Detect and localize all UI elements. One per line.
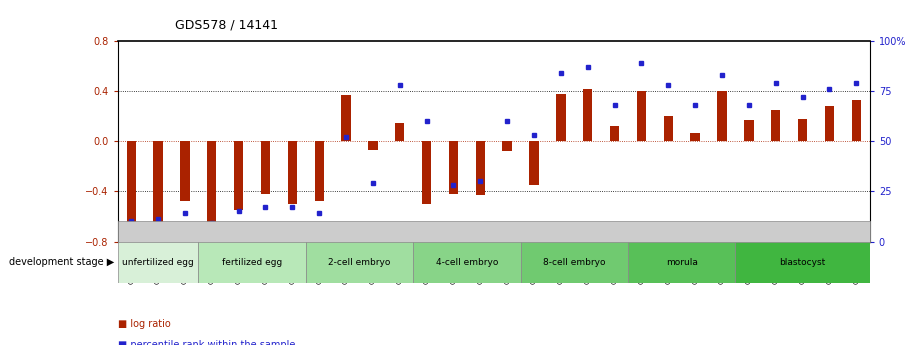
Bar — [448, 141, 458, 194]
Bar — [736, 241, 870, 283]
Bar — [798, 119, 807, 141]
Bar — [287, 141, 297, 204]
Text: ■ log ratio: ■ log ratio — [118, 319, 170, 329]
Bar — [153, 141, 163, 231]
Bar — [824, 106, 834, 141]
Bar — [771, 110, 780, 141]
Bar — [852, 100, 861, 141]
Bar — [718, 91, 727, 141]
Bar — [744, 120, 754, 141]
Bar — [690, 133, 700, 141]
Text: development stage ▶: development stage ▶ — [9, 257, 114, 267]
Text: unfertilized egg: unfertilized egg — [122, 258, 194, 267]
Bar — [198, 241, 305, 283]
Bar — [368, 141, 378, 150]
Bar — [314, 141, 324, 201]
Bar — [503, 141, 512, 151]
Bar — [583, 89, 593, 141]
Bar — [342, 95, 351, 141]
Text: GDS578 / 14141: GDS578 / 14141 — [175, 18, 278, 31]
Bar — [476, 141, 485, 195]
Text: fertilized egg: fertilized egg — [222, 258, 282, 267]
Bar — [118, 221, 870, 242]
Bar — [637, 91, 646, 141]
Bar — [628, 241, 736, 283]
Text: ■ percentile rank within the sample: ■ percentile rank within the sample — [118, 340, 295, 345]
Text: 8-cell embryo: 8-cell embryo — [543, 258, 605, 267]
Bar — [127, 141, 136, 231]
Text: 2-cell embryo: 2-cell embryo — [328, 258, 390, 267]
Bar — [556, 94, 565, 141]
Bar — [180, 141, 189, 201]
Bar — [413, 241, 521, 283]
Text: 4-cell embryo: 4-cell embryo — [436, 258, 498, 267]
Bar — [305, 241, 413, 283]
Bar — [610, 126, 620, 141]
Bar — [529, 141, 539, 185]
Bar — [207, 141, 217, 231]
Bar — [663, 117, 673, 141]
Bar — [422, 141, 431, 204]
Bar — [261, 141, 270, 194]
Text: morula: morula — [666, 258, 698, 267]
Bar — [395, 123, 404, 141]
Bar — [521, 241, 628, 283]
Text: blastocyst: blastocyst — [779, 258, 825, 267]
Bar — [118, 241, 198, 283]
Bar — [234, 141, 244, 210]
